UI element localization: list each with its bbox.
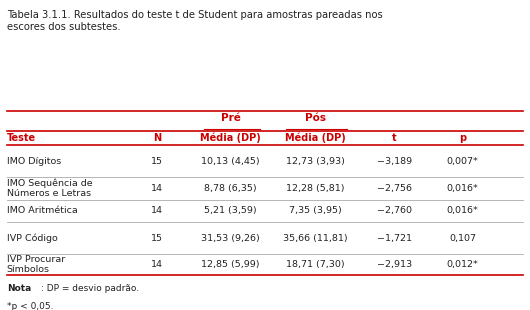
Text: 0,016*: 0,016* bbox=[447, 184, 479, 193]
Text: N: N bbox=[153, 133, 161, 143]
Text: IMO Aritmética: IMO Aritmética bbox=[7, 206, 77, 215]
Text: 8,78 (6,35): 8,78 (6,35) bbox=[205, 184, 257, 193]
Text: IVP Código: IVP Código bbox=[7, 233, 57, 243]
Text: IMO Sequência de
Números e Letras: IMO Sequência de Números e Letras bbox=[7, 178, 92, 198]
Text: IVP Procurar
Símbolos: IVP Procurar Símbolos bbox=[7, 255, 65, 274]
Text: Nota: Nota bbox=[7, 284, 31, 293]
Text: 0,107: 0,107 bbox=[449, 233, 476, 242]
Text: −2,756: −2,756 bbox=[377, 184, 412, 193]
Text: 12,85 (5,99): 12,85 (5,99) bbox=[201, 260, 260, 269]
Text: p: p bbox=[459, 133, 466, 143]
Text: Média (DP): Média (DP) bbox=[285, 133, 346, 144]
Text: 14: 14 bbox=[151, 184, 163, 193]
Text: −3,189: −3,189 bbox=[377, 157, 412, 166]
Text: 15: 15 bbox=[151, 157, 163, 166]
Text: Pós: Pós bbox=[305, 113, 325, 123]
Text: *p < 0,05.: *p < 0,05. bbox=[7, 302, 53, 310]
Text: −2,760: −2,760 bbox=[377, 206, 412, 215]
Text: −1,721: −1,721 bbox=[377, 233, 412, 242]
Text: 7,35 (3,95): 7,35 (3,95) bbox=[289, 206, 341, 215]
Text: 12,73 (3,93): 12,73 (3,93) bbox=[286, 157, 344, 166]
Text: IMO Dígitos: IMO Dígitos bbox=[7, 157, 61, 166]
Text: 0,012*: 0,012* bbox=[447, 260, 479, 269]
Text: t: t bbox=[392, 133, 396, 143]
Text: Teste: Teste bbox=[7, 133, 36, 143]
Text: 15: 15 bbox=[151, 233, 163, 242]
Text: 14: 14 bbox=[151, 260, 163, 269]
Text: Tabela 3.1.1. Resultados do teste t de Student para amostras pareadas nos
escore: Tabela 3.1.1. Resultados do teste t de S… bbox=[7, 10, 383, 32]
Text: 0,007*: 0,007* bbox=[447, 157, 479, 166]
Text: 5,21 (3,59): 5,21 (3,59) bbox=[205, 206, 257, 215]
Text: : DP = desvio padrão.: : DP = desvio padrão. bbox=[41, 284, 139, 293]
Text: 10,13 (4,45): 10,13 (4,45) bbox=[201, 157, 260, 166]
Text: 12,28 (5,81): 12,28 (5,81) bbox=[286, 184, 344, 193]
Text: 0,016*: 0,016* bbox=[447, 206, 479, 215]
Text: −2,913: −2,913 bbox=[377, 260, 412, 269]
Text: 18,71 (7,30): 18,71 (7,30) bbox=[286, 260, 344, 269]
Text: 35,66 (11,81): 35,66 (11,81) bbox=[283, 233, 347, 242]
Text: Pré: Pré bbox=[221, 113, 241, 123]
Text: Média (DP): Média (DP) bbox=[200, 133, 261, 144]
Text: 14: 14 bbox=[151, 206, 163, 215]
Text: 31,53 (9,26): 31,53 (9,26) bbox=[201, 233, 260, 242]
